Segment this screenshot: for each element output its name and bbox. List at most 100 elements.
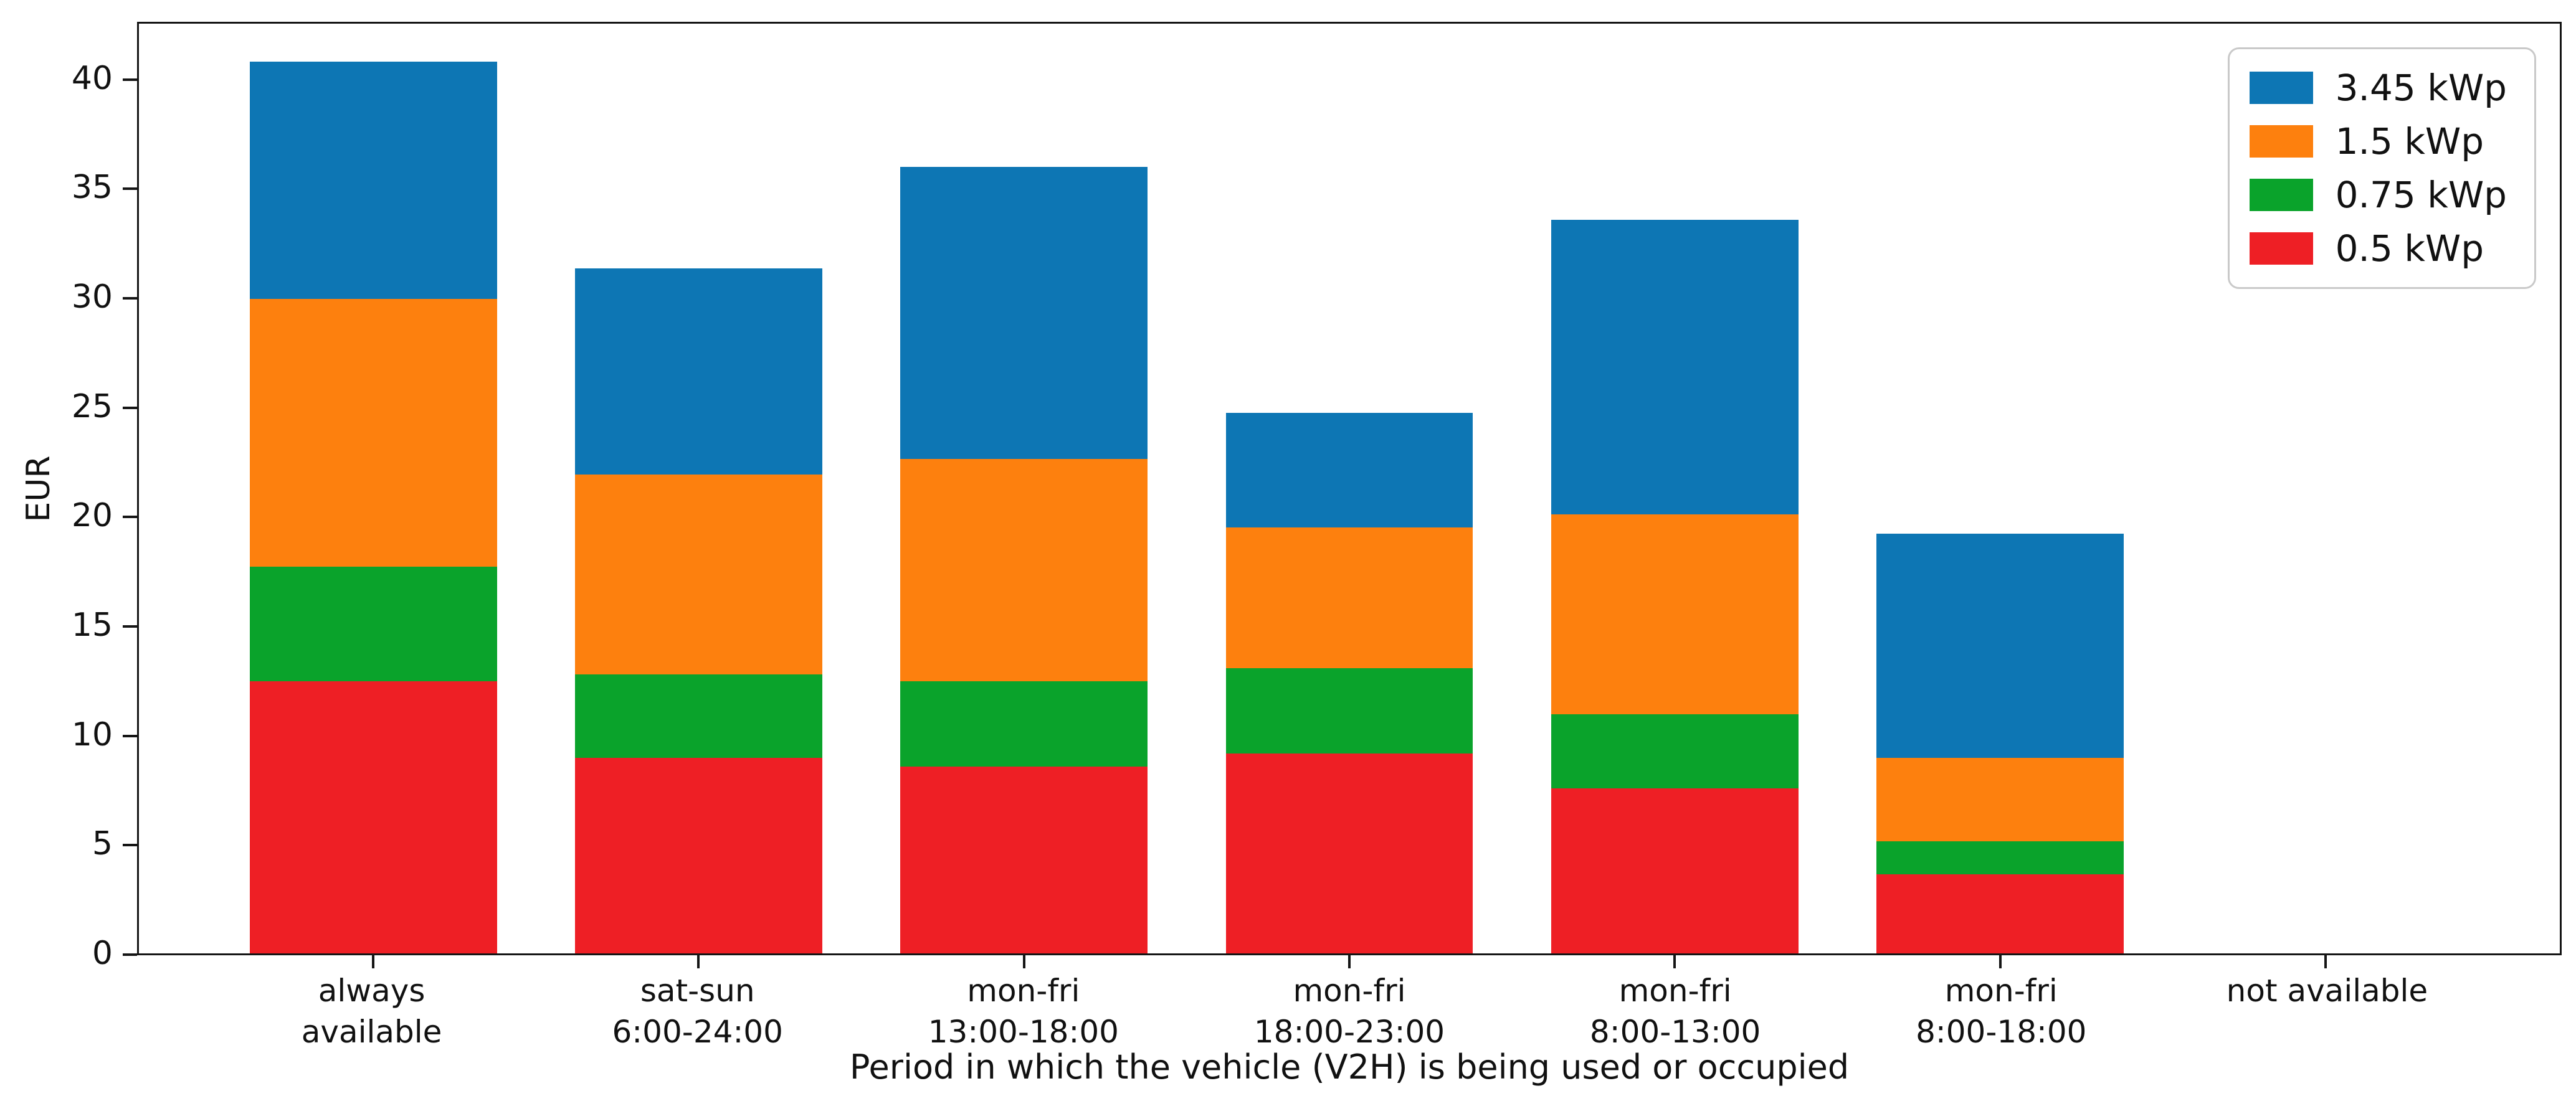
x-tick-label: mon-fri 18:00-23:00 xyxy=(1186,970,1512,1052)
bar-stack xyxy=(1225,413,1473,953)
y-tick-mark xyxy=(123,297,137,300)
x-tick-label-line: 13:00-18:00 xyxy=(928,1014,1119,1050)
y-tick-mark xyxy=(123,406,137,409)
bar-stack xyxy=(574,268,822,953)
legend-swatch-0.75-kWp xyxy=(2249,179,2313,211)
x-tick-label: mon-fri 13:00-18:00 xyxy=(860,970,1186,1052)
bar-stack xyxy=(249,62,497,953)
bar-segment-3.45-kWp xyxy=(900,167,1148,460)
bar-slot xyxy=(1512,24,1837,968)
x-tick-label-line: not available xyxy=(2226,973,2428,1009)
bar-slot xyxy=(1837,24,2162,968)
bar-segment-1.5-kWp xyxy=(574,475,822,675)
y-tick-mark xyxy=(123,625,137,628)
y-tick-mark xyxy=(123,78,137,81)
bar-segment-0.5-kWp xyxy=(249,681,497,953)
x-tick-label-line: mon-fri xyxy=(967,973,1080,1009)
y-tick-label: 35 xyxy=(71,169,113,207)
x-tick-mark xyxy=(697,955,700,968)
y-tick-mark xyxy=(123,844,137,847)
legend-row: 0.75 kWp xyxy=(2249,174,2507,216)
bar-segment-0.5-kWp xyxy=(1225,754,1473,953)
y-axis-title: EUR xyxy=(20,455,57,522)
x-tick-label: always available xyxy=(209,970,535,1052)
x-tick-mark xyxy=(1347,955,1351,968)
plot-area: 0 5 10 15 20 25 30 35 40 3.45 kWp 1.5 kWp 0.75 kWp… xyxy=(72,22,2562,970)
legend-label: 3.45 kWp xyxy=(2335,67,2507,109)
y-tick-label: 5 xyxy=(92,825,113,863)
y-tick-label: 20 xyxy=(71,497,113,535)
x-tick-mark xyxy=(1673,955,1676,968)
legend: 3.45 kWp 1.5 kWp 0.75 kWp 0.5 kWp xyxy=(2227,47,2536,289)
bars-row xyxy=(211,24,2488,968)
bar-stack xyxy=(1876,534,2124,953)
bar-segment-1.5-kWp xyxy=(900,459,1148,681)
y-tick-label: 30 xyxy=(71,278,113,316)
bar-slot xyxy=(536,24,861,968)
x-tick-label-line: available xyxy=(301,1014,442,1050)
bar-segment-3.45-kWp xyxy=(1551,220,1799,514)
bar-segment-0.5-kWp xyxy=(1551,788,1799,953)
y-tick-label: 40 xyxy=(71,59,113,97)
bar-segment-1.5-kWp xyxy=(1225,527,1473,668)
x-tick-label-line: always xyxy=(318,973,425,1009)
legend-row: 3.45 kWp xyxy=(2249,67,2507,109)
x-tick-mark xyxy=(2324,955,2327,968)
bar-segment-1.5-kWp xyxy=(1551,514,1799,714)
x-tick-label: sat-sun 6:00-24:00 xyxy=(535,970,860,1052)
y-tick-mark xyxy=(123,953,137,956)
legend-label: 0.5 kWp xyxy=(2335,227,2484,270)
bar-stack xyxy=(900,167,1148,953)
y-tick-mark xyxy=(123,734,137,737)
x-tick-label-line: 18:00-23:00 xyxy=(1253,1014,1445,1050)
x-tick-label-line: 8:00-13:00 xyxy=(1589,1014,1761,1050)
legend-swatch-3.45-kWp xyxy=(2249,72,2313,104)
x-tick-label: mon-fri 8:00-13:00 xyxy=(1513,970,1838,1052)
legend-swatch-0.5-kWp xyxy=(2249,232,2313,265)
x-tick-label-line: mon-fri xyxy=(1944,973,2058,1009)
x-tick-mark xyxy=(1022,955,1025,968)
bar-segment-1.5-kWp xyxy=(249,298,497,567)
bar-segment-0.75-kWp xyxy=(900,681,1148,767)
x-tick-label-line: 6:00-24:00 xyxy=(612,1014,783,1050)
legend-row: 0.5 kWp xyxy=(2249,227,2507,270)
x-tick-label-line: 8:00-18:00 xyxy=(1916,1014,2087,1050)
bar-slot xyxy=(862,24,1187,968)
bar-segment-3.45-kWp xyxy=(1876,534,2124,758)
y-tick-label: 10 xyxy=(71,716,113,754)
x-axis-labels: always available sat-sun 6:00-24:00 mon-fri 1… xyxy=(209,970,2490,1052)
x-tick-label-line: mon-fri xyxy=(1618,973,1732,1009)
x-tick-label: not available xyxy=(2164,970,2490,1052)
y-tick-label: 0 xyxy=(92,935,113,972)
bar-segment-0.75-kWp xyxy=(574,674,822,758)
x-tick-label: mon-fri 8:00-18:00 xyxy=(1838,970,2164,1052)
y-tick-label: 25 xyxy=(71,387,113,425)
y-tick-mark xyxy=(123,187,137,191)
bar-segment-0.75-kWp xyxy=(1876,841,2124,875)
legend-swatch-1.5-kWp xyxy=(2249,125,2313,158)
bar-slot xyxy=(211,24,536,968)
x-tick-label-line: mon-fri xyxy=(1293,973,1406,1009)
y-tick-mark xyxy=(123,516,137,519)
bar-segment-0.75-kWp xyxy=(1551,714,1799,789)
x-axis-title: Period in which the vehicle (V2H) is bei… xyxy=(849,1047,1850,1087)
bar-segment-0.5-kWp xyxy=(574,758,822,953)
bar-segment-0.5-kWp xyxy=(900,767,1148,953)
bar-segment-1.5-kWp xyxy=(1876,758,2124,842)
x-tick-label-line: sat-sun xyxy=(640,973,755,1009)
bar-segment-0.75-kWp xyxy=(1225,668,1473,754)
legend-label: 0.75 kWp xyxy=(2335,174,2507,216)
x-tick-mark xyxy=(372,955,375,968)
bar-segment-3.45-kWp xyxy=(249,62,497,299)
legend-label: 1.5 kWp xyxy=(2335,120,2484,163)
bar-slot xyxy=(2163,24,2488,968)
bar-stack xyxy=(1551,220,1799,953)
bar-segment-3.45-kWp xyxy=(574,268,822,475)
bar-slot xyxy=(1187,24,1512,968)
bar-segment-0.75-kWp xyxy=(249,567,497,681)
legend-row: 1.5 kWp xyxy=(2249,120,2507,163)
x-tick-mark xyxy=(1999,955,2002,968)
y-tick-label: 15 xyxy=(71,607,113,645)
bar-segment-3.45-kWp xyxy=(1225,413,1473,527)
